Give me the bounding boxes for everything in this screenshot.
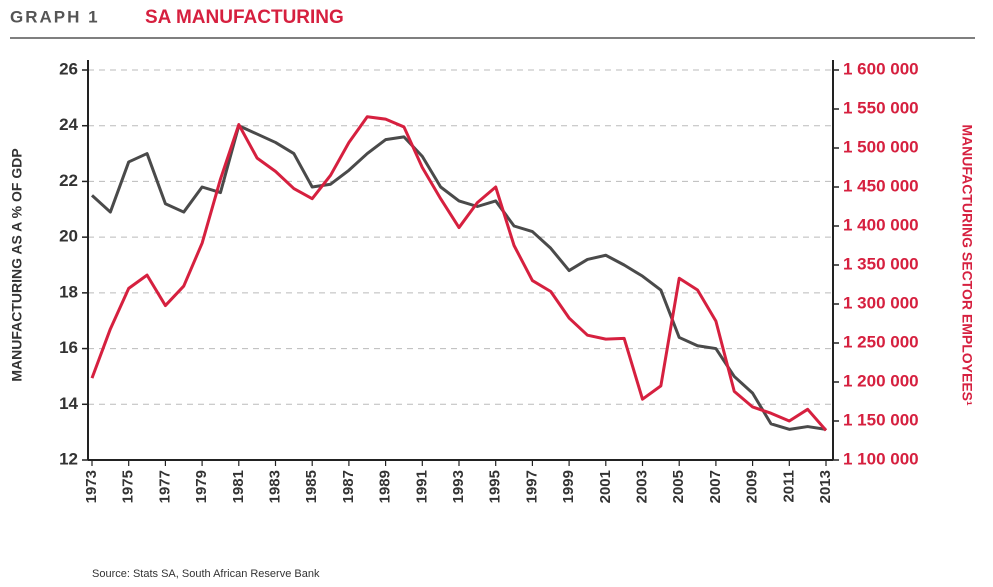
x-tick-label: 1973 (83, 470, 100, 503)
x-tick-label: 1975 (120, 470, 137, 503)
y2-tick-label: 1 150 000 (843, 410, 919, 429)
y2-tick-label: 1 550 000 (843, 98, 919, 117)
x-tick-label: 1987 (340, 470, 357, 503)
x-tick-label: 2013 (817, 470, 834, 503)
x-tick-label: 1995 (487, 470, 504, 503)
x-tick-label: 2001 (597, 470, 614, 503)
y2-tick-label: 1 250 000 (843, 332, 919, 351)
x-tick-label: 1981 (230, 470, 247, 503)
x-tick-label: 2005 (670, 470, 687, 503)
x-tick-label: 2003 (633, 470, 650, 503)
y-tick-label: 22 (59, 171, 78, 190)
y2-tick-label: 1 600 000 (843, 59, 919, 78)
x-tick-label: 2007 (707, 470, 724, 503)
y-axis-label: MANUFACTURING AS A % OF GDP (9, 148, 25, 381)
y2-tick-label: 1 100 000 (843, 449, 919, 468)
y2-tick-label: 1 500 000 (843, 137, 919, 156)
y2-tick-label: 1 450 000 (843, 176, 919, 195)
y2-tick-label: 1 200 000 (843, 371, 919, 390)
y2-tick-label: 1 350 000 (843, 254, 919, 273)
x-tick-label: 1985 (303, 470, 320, 503)
graph-label: GRAPH 1 (10, 7, 100, 26)
y2-tick-label: 1 300 000 (843, 293, 919, 312)
x-tick-label: 1977 (156, 470, 173, 503)
series-line (90, 124, 827, 431)
y2-axis-label: MANUFACTURING SECTOR EMPLOYEES¹ (959, 124, 975, 406)
x-tick-label: 1999 (560, 470, 577, 503)
x-tick-label: 1983 (266, 470, 283, 503)
x-tick-label: 1989 (377, 470, 394, 503)
x-tick-label: 1979 (193, 470, 210, 503)
graph-title: SA MANUFACTURING (145, 7, 344, 28)
x-tick-label: 2011 (780, 470, 797, 503)
y-tick-label: 14 (59, 394, 78, 413)
series-line (90, 115, 828, 432)
y-tick-label: 26 (59, 59, 78, 78)
source: Source: Stats SA, South African Reserve … (92, 568, 320, 580)
y-tick-label: 16 (59, 338, 78, 357)
x-tick-label: 1993 (450, 470, 467, 503)
x-tick-label: 1991 (413, 470, 430, 503)
y-tick-label: 24 (59, 115, 78, 134)
x-tick-label: 1997 (523, 470, 540, 503)
y-tick-label: 18 (59, 282, 78, 301)
y-tick-label: 12 (59, 449, 78, 468)
x-tick-label: 2009 (744, 470, 761, 503)
y-tick-label: 20 (59, 227, 78, 246)
y2-tick-label: 1 400 000 (843, 215, 919, 234)
